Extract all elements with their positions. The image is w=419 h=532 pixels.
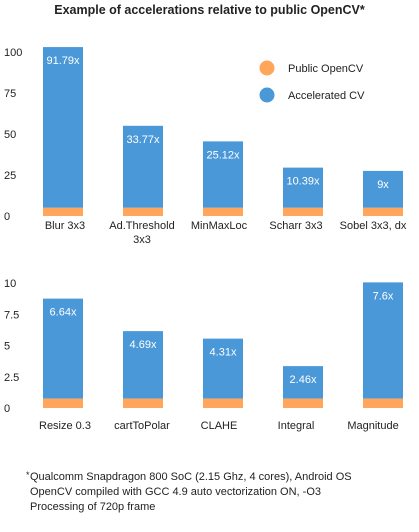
footnote-line: Processing of 720p frame xyxy=(30,501,156,513)
y-tick-label: 100 xyxy=(4,47,22,59)
data-label: 4.31x xyxy=(210,347,237,359)
bar-accelerated-cv xyxy=(363,170,403,208)
y-tick-label: 10 xyxy=(4,278,16,290)
bar-accelerated-cv xyxy=(123,331,163,399)
x-tick-label: Sobel 3x3, dx xyxy=(340,220,407,232)
x-tick-label: Resize 0.3 xyxy=(39,420,91,432)
bar-public-opencv xyxy=(283,398,323,408)
bar-public-opencv xyxy=(43,398,83,408)
x-tick-label: CLAHE xyxy=(201,420,238,432)
footnote-line: Qualcomm Snapdragon 800 SoC (2.15 Ghz, 4… xyxy=(30,471,352,483)
footnote-line: OpenCV compiled with GCC 4.9 auto vector… xyxy=(30,486,322,498)
data-label: 4.69x xyxy=(130,339,157,351)
bar-accelerated-cv xyxy=(203,141,243,208)
y-tick-label: 25 xyxy=(4,170,16,182)
bar-public-opencv xyxy=(283,207,323,216)
x-tick-label: MinMaxLoc xyxy=(191,220,248,232)
x-tick-label: Ad.Threshold 3x3 xyxy=(109,220,174,243)
bar-accelerated-cv xyxy=(363,282,403,399)
top-bar-chart: 100 75 50 25 0 91.79x Blur 3x3 33.77x Ad.Thresho… xyxy=(4,47,407,243)
data-label: 9x xyxy=(377,179,389,191)
data-label: 25.12x xyxy=(206,149,240,161)
y-tick-label: 75 xyxy=(4,88,16,100)
y-tick-label: 0 xyxy=(4,403,10,415)
data-label: 6.64x xyxy=(50,307,77,319)
bar-accelerated-cv xyxy=(203,338,243,399)
bar-public-opencv xyxy=(363,398,403,408)
bar-accelerated-cv xyxy=(123,125,163,208)
data-label: 7.6x xyxy=(373,290,394,302)
bar-accelerated-cv xyxy=(283,366,323,399)
bottom-bar-chart: 10 7.5 5 2.5 0 6.64x Resize 0.3 4.69x cartToPola… xyxy=(4,278,403,432)
data-label: 10.39x xyxy=(286,176,320,188)
bar-public-opencv xyxy=(123,207,163,216)
x-tick-label: Scharr 3x3 xyxy=(269,220,322,232)
legend-label: Accelerated CV xyxy=(288,90,365,102)
x-tick-label: Blur 3x3 xyxy=(45,220,85,232)
y-tick-label: 2.5 xyxy=(4,372,19,384)
y-tick-label: 7.5 xyxy=(4,309,19,321)
y-tick-label: 5 xyxy=(4,341,10,353)
footnote: * Qualcomm Snapdragon 800 SoC (2.15 Ghz,… xyxy=(26,470,352,515)
bar-accelerated-cv xyxy=(283,167,323,208)
legend-label: Public OpenCV xyxy=(288,63,364,75)
bar-accelerated-cv xyxy=(43,47,83,208)
y-tick-label: 0 xyxy=(4,211,10,223)
bar-public-opencv xyxy=(123,398,163,408)
footnote-mark: * xyxy=(26,470,30,480)
data-label: 33.77x xyxy=(126,134,160,146)
bar-public-opencv xyxy=(363,207,403,216)
bar-public-opencv xyxy=(203,398,243,408)
legend-swatch xyxy=(259,87,275,103)
bar-accelerated-cv xyxy=(43,298,83,399)
legend-swatch xyxy=(259,60,275,76)
x-tick-label: Magnitude xyxy=(347,420,398,432)
y-tick-label: 50 xyxy=(4,129,16,141)
data-label: 91.79x xyxy=(46,55,80,67)
x-tick-label: cartToPolar xyxy=(114,420,170,432)
x-tick-label: Integral xyxy=(278,420,315,432)
data-label: 2.46x xyxy=(290,374,317,386)
bar-public-opencv xyxy=(43,207,83,216)
chart-title: Example of accelerations relative to pub… xyxy=(54,3,365,17)
bar-public-opencv xyxy=(203,207,243,216)
